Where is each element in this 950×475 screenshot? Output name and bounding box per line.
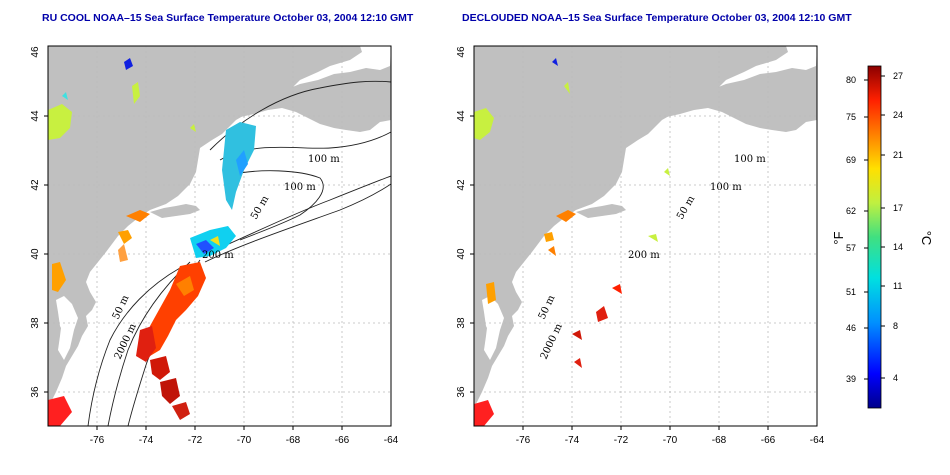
right-ytick-46: 46 <box>456 46 467 58</box>
cb-f-75: 75 <box>846 112 856 122</box>
right-land-mass <box>474 46 817 410</box>
left-xtick-72: -72 <box>188 435 203 446</box>
right-y-ticks: 46 44 42 40 38 36 <box>456 46 467 398</box>
cb-c-24: 24 <box>893 110 903 120</box>
left-xtick-74: -74 <box>139 435 154 446</box>
right-sst-patches <box>474 58 670 426</box>
right-map-title: DECLOUDED NOAA–15 Sea Surface Temperatur… <box>462 12 852 24</box>
cb-c-14: 14 <box>893 242 903 252</box>
cb-f-69: 69 <box>846 155 856 165</box>
cb-f-62: 62 <box>846 206 856 216</box>
colorbar-ticks <box>864 75 885 380</box>
left-ytick-44: 44 <box>30 110 41 122</box>
left-map-title: RU COOL NOAA–15 Sea Surface Temperature … <box>42 12 414 24</box>
colorbar-c-labels: 27 24 21 17 14 11 8 4 <box>893 71 903 383</box>
right-xtick-70: -70 <box>663 435 678 446</box>
left-grid <box>48 46 391 426</box>
left-land-mass <box>48 46 391 410</box>
left-ytick-46: 46 <box>30 46 41 58</box>
left-xtick-76: -76 <box>90 435 105 446</box>
right-xtick-64: -64 <box>810 435 825 446</box>
cb-f-80: 80 <box>846 75 856 85</box>
right-ytick-40: 40 <box>456 248 467 260</box>
left-xtick-66: -66 <box>335 435 350 446</box>
colorbar-unit-c: °C <box>919 231 934 246</box>
left-sst-patches <box>48 58 256 426</box>
cb-c-4: 4 <box>893 373 898 383</box>
cb-c-8: 8 <box>893 321 898 331</box>
right-xtick-74: -74 <box>565 435 580 446</box>
cb-c-11: 11 <box>893 281 902 291</box>
colorbar-f-labels: 80 75 69 62 57 51 46 39 <box>846 75 856 384</box>
right-map-panel: 100 m 100 m 50 m 200 m 50 m 2000 m 46 44… <box>456 45 825 446</box>
right-xtick-72: -72 <box>614 435 629 446</box>
right-xtick-76: -76 <box>516 435 531 446</box>
left-x-ticks: -76 -74 -72 -70 -68 -66 -64 <box>90 435 399 446</box>
left-xtick-68: -68 <box>286 435 301 446</box>
left-xtick-70: -70 <box>237 435 252 446</box>
right-ytick-38: 38 <box>456 317 467 329</box>
right-label-100m-a: 100 m <box>734 154 766 165</box>
colorbar-gradient <box>867 65 882 409</box>
left-label-100m-b: 100 m <box>284 182 316 193</box>
left-label-200m: 200 m <box>202 250 234 261</box>
right-grid <box>474 46 817 426</box>
right-ytick-44: 44 <box>456 110 467 122</box>
right-tick-marks <box>470 115 769 430</box>
left-ytick-42: 42 <box>30 179 41 191</box>
right-label-100m-b: 100 m <box>710 182 742 193</box>
cb-c-21: 21 <box>893 150 903 160</box>
cb-f-51: 51 <box>846 287 856 297</box>
left-map-frame <box>47 45 392 427</box>
cb-c-27: 27 <box>893 71 903 81</box>
left-y-ticks: 46 44 42 40 38 36 <box>30 46 41 398</box>
cb-f-57: 57 <box>846 243 856 253</box>
right-ytick-42: 42 <box>456 179 467 191</box>
colorbar-unit-f: °F <box>831 231 846 244</box>
right-xtick-66: -66 <box>761 435 776 446</box>
cb-f-39: 39 <box>846 374 856 384</box>
left-tick-marks <box>44 115 343 430</box>
left-label-100m-a: 100 m <box>308 154 340 165</box>
left-ytick-40: 40 <box>30 248 41 260</box>
left-xtick-64: -64 <box>384 435 399 446</box>
cb-f-46: 46 <box>846 323 856 333</box>
right-x-ticks: -76 -74 -72 -70 -68 -66 -64 <box>516 435 825 446</box>
right-label-200m: 200 m <box>628 250 660 261</box>
left-ytick-38: 38 <box>30 317 41 329</box>
left-map-panel: 100 m 100 m 50 m 200 m 50 m 2000 m 46 44… <box>30 45 399 446</box>
right-xtick-68: -68 <box>712 435 727 446</box>
left-ytick-36: 36 <box>30 386 41 398</box>
colorbar: 80 75 69 62 57 51 46 39 27 24 21 17 14 1… <box>831 65 934 409</box>
right-map-frame <box>473 45 818 427</box>
right-ytick-36: 36 <box>456 386 467 398</box>
cb-c-17: 17 <box>893 203 903 213</box>
